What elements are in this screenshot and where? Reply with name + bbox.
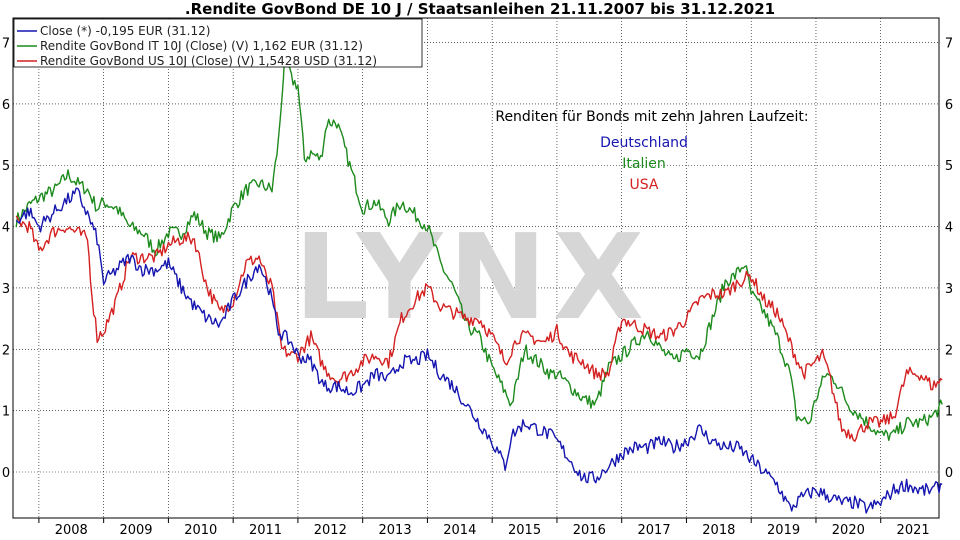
annotation-item: USA [630, 177, 659, 193]
x-tick-label: 2015 [508, 523, 541, 538]
series-line-2 [15, 187, 943, 514]
x-tick-label: 2009 [119, 523, 152, 538]
y-tick-label-left: 4 [2, 221, 10, 236]
series-line-1 [15, 215, 943, 442]
y-tick-label-right: 2 [945, 343, 953, 358]
legend: Close (*) -0,195 EUR (31.12)Rendite GovB… [13, 18, 423, 68]
series-line-0 [15, 47, 943, 441]
x-tick-label: 2021 [897, 523, 930, 538]
y-tick-label-left: 7 [2, 37, 10, 52]
annotation-heading: Renditen für Bonds mit zehn Jahren Laufz… [495, 109, 808, 125]
x-tick-label: 2017 [638, 523, 671, 538]
legend-frame [13, 18, 423, 68]
y-tick-label-right: 4 [945, 221, 953, 236]
annotation-item: Deutschland [600, 135, 688, 151]
legend-label: Close (*) -0,195 EUR (31.12) [40, 24, 210, 38]
y-tick-label-right: 0 [945, 466, 953, 481]
y-tick-label-right: 6 [945, 98, 953, 113]
legend-label: Rendite GovBond IT 10J (Close) (V) 1,162… [40, 39, 363, 53]
y-tick-label-left: 5 [2, 159, 10, 174]
x-tick-label: 2018 [702, 523, 735, 538]
series-group [15, 47, 943, 514]
x-tick-label: 2016 [573, 523, 606, 538]
y-tick-label-right: 5 [945, 159, 953, 174]
annotation: Renditen für Bonds mit zehn Jahren Laufz… [495, 109, 808, 193]
chart-title: .Rendite GovBond DE 10 J / Staatsanleihe… [185, 0, 775, 18]
grid [13, 18, 939, 518]
x-tick-label: 2008 [55, 523, 88, 538]
y-tick-label-right: 1 [945, 405, 953, 420]
y-tick-label-left: 3 [2, 282, 10, 297]
annotation-item: Italien [622, 156, 665, 172]
y-tick-label-left: 0 [2, 466, 10, 481]
x-tick-label: 2019 [767, 523, 800, 538]
y-tick-label-left: 6 [2, 98, 10, 113]
y-tick-label-right: 3 [945, 282, 953, 297]
y-axis-right: 0 1 2 3 4 5 6 7 [945, 37, 953, 481]
watermark: LYNX [294, 208, 650, 346]
y-tick-label-left: 2 [2, 343, 10, 358]
x-tick-label: 2014 [443, 523, 476, 538]
x-tick-label: 2013 [379, 523, 412, 538]
legend-label: Rendite GovBond US 10J (Close) (V) 1,542… [40, 54, 377, 68]
x-tick-label: 2010 [184, 523, 217, 538]
y-axis-left: 0 1 2 3 4 5 6 7 [2, 37, 10, 481]
x-tick-label: 2012 [314, 523, 347, 538]
x-axis: 2008 2009 2010 2011 2012 2013 2014 2015 2016 2017… [38, 518, 930, 538]
x-tick-label: 2011 [249, 523, 282, 538]
y-tick-label-left: 1 [2, 405, 10, 420]
y-tick-label-right: 7 [945, 37, 953, 52]
x-tick-label: 2020 [832, 523, 865, 538]
